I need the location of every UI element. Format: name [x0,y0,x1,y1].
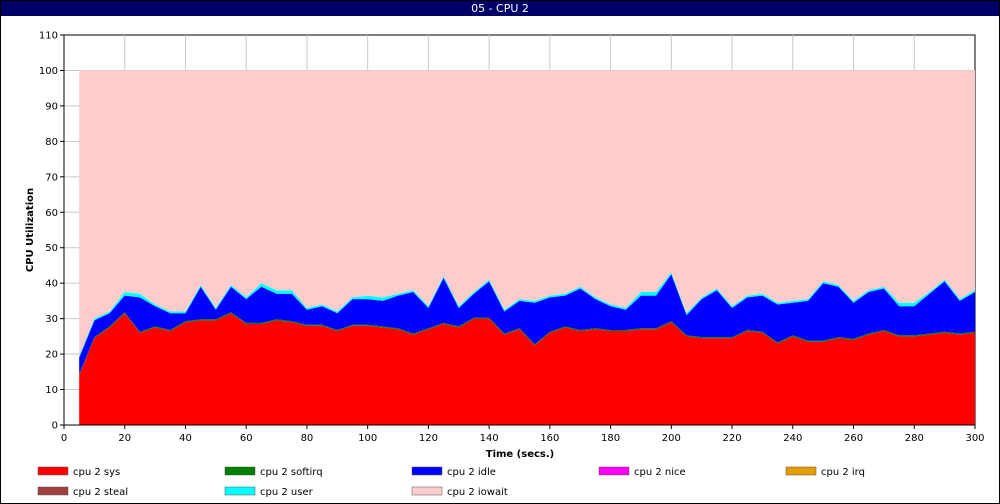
series-area-7 [79,70,975,356]
legend-swatch [224,486,256,496]
y-tick-label: 70 [45,172,58,183]
y-tick-label: 0 [52,421,58,432]
x-tick-label: 300 [965,433,984,444]
legend-label: cpu 2 steal [73,487,128,498]
x-tick-label: 260 [844,433,863,444]
y-tick-label: 10 [45,385,58,396]
x-tick-label: 200 [662,433,681,444]
areas [79,70,975,425]
legend-label: cpu 2 irq [821,467,865,478]
legend-swatch [37,486,69,496]
legend-swatch [411,486,443,496]
x-tick-label: 280 [905,433,924,444]
x-tick-label: 240 [783,433,802,444]
y-tick-label: 110 [39,31,58,42]
y-tick-label: 100 [39,66,58,77]
legend-label: cpu 2 iowait [447,487,508,498]
legend-label: cpu 2 user [260,487,314,498]
y-tick-label: 30 [45,314,58,325]
y-tick-label: 90 [45,101,58,112]
x-tick-label: 80 [301,433,314,444]
y-axis-title: CPU Utilization [25,188,36,272]
legend-label: cpu 2 idle [447,467,496,478]
y-tick-label: 40 [45,279,58,290]
x-axis-title: Time (secs.) [486,449,555,460]
chart: 0 10 20 30 40 50 60 70 80 90 100 110 0 20 40 60 80 100 120… [25,31,985,499]
legend-swatch [598,466,630,476]
x-tick-label: 120 [419,433,438,444]
legend-label: cpu 2 softirq [260,467,323,478]
legend-label: cpu 2 nice [634,467,686,478]
legend-swatch [37,466,69,476]
x-tick-label: 100 [358,433,377,444]
y-tick-label: 80 [45,137,58,148]
series-area-2 [79,274,975,375]
x-tick-label: 160 [540,433,559,444]
x-tick-label: 220 [723,433,742,444]
y-tick-label: 20 [45,350,58,361]
x-tick-label: 60 [240,433,253,444]
x-tick-label: 180 [601,433,620,444]
axes: 0 10 20 30 40 50 60 70 80 90 100 110 0 20 40 60 80 100 120… [39,31,985,445]
x-tick-label: 20 [118,433,131,444]
legend-label: cpu 2 sys [73,467,120,478]
legend-swatch [224,466,256,476]
x-tick-label: 40 [179,433,192,444]
x-tick-label: 140 [480,433,499,444]
legend-swatch [411,466,443,476]
legend: cpu 2 sys cpu 2 softirq cpu 2 idle cpu 2 ni… [37,466,865,498]
window-title: 05 - CPU 2 [1,1,999,16]
legend-swatch [785,466,817,476]
y-tick-label: 50 [45,243,58,254]
y-tick-label: 60 [45,208,58,219]
x-tick-label: 0 [61,433,67,444]
series-area-0 [79,313,975,425]
